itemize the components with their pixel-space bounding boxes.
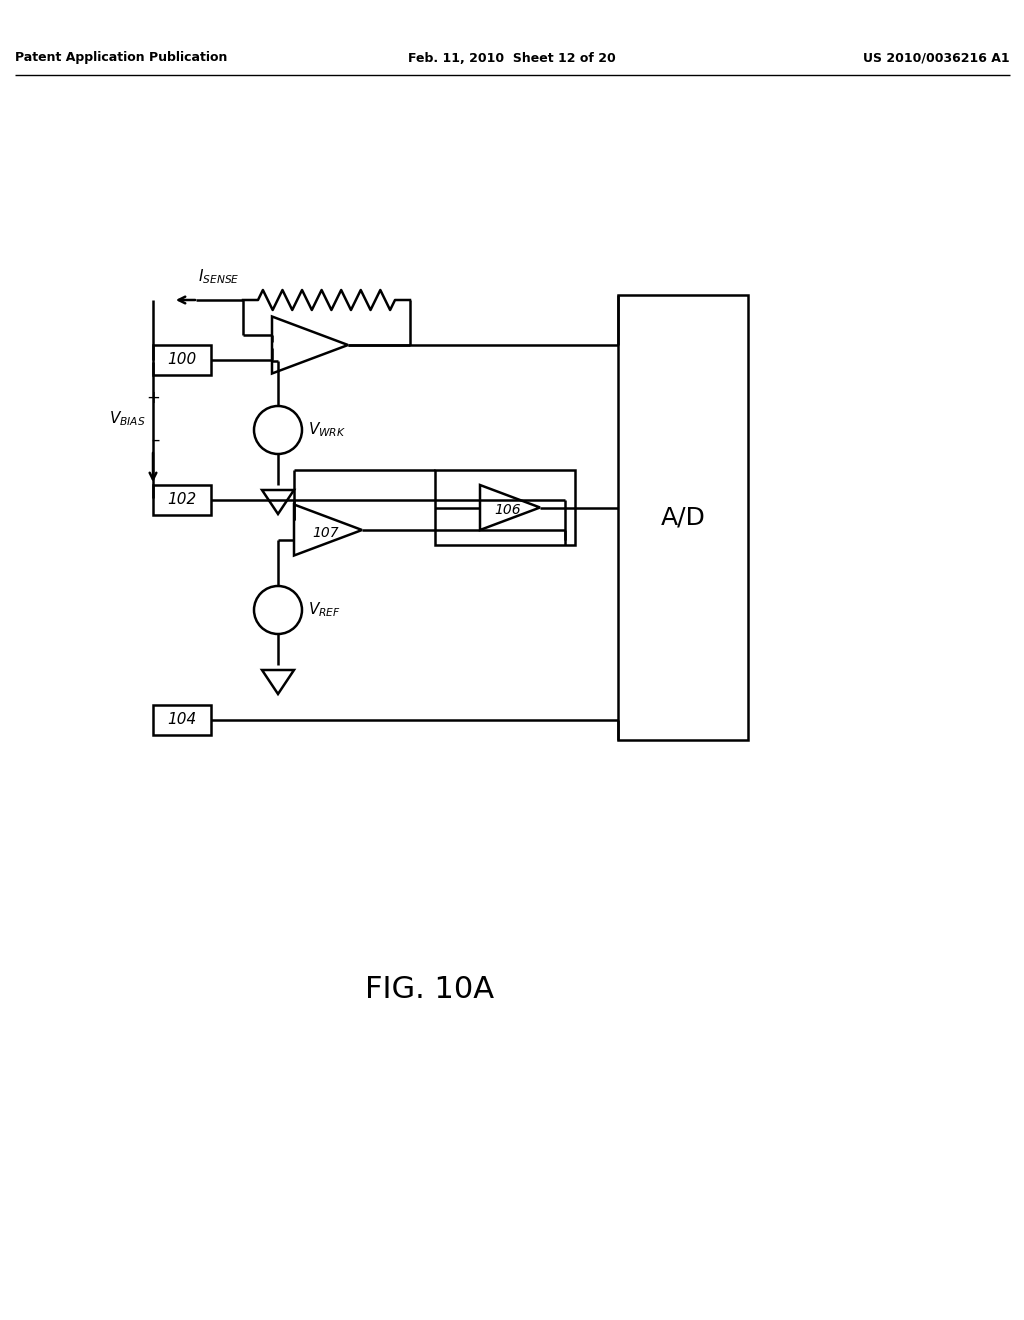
Text: +: + [146,389,160,407]
Text: –: – [152,432,160,449]
Text: Feb. 11, 2010  Sheet 12 of 20: Feb. 11, 2010 Sheet 12 of 20 [409,51,615,65]
Text: $I_{SENSE}$: $I_{SENSE}$ [198,267,240,286]
Text: 107: 107 [312,525,339,540]
Polygon shape [262,490,294,513]
Bar [153,705,211,735]
Text: 100: 100 [167,352,197,367]
Polygon shape [480,484,540,531]
Text: 106: 106 [495,503,521,517]
Text: A/D: A/D [660,506,706,529]
Bar [153,484,211,515]
Text: FIG. 10A: FIG. 10A [366,975,495,1005]
Text: US 2010/0036216 A1: US 2010/0036216 A1 [863,51,1010,65]
Text: 104: 104 [167,713,197,727]
Bar [153,345,211,375]
Circle shape [254,586,302,634]
Text: $V_{REF}$: $V_{REF}$ [308,601,341,619]
Text: Patent Application Publication: Patent Application Publication [15,51,227,65]
Text: $V_{WRK}$: $V_{WRK}$ [308,421,346,440]
Polygon shape [272,317,348,374]
Text: $V_{BIAS}$: $V_{BIAS}$ [110,409,146,429]
Bar [435,470,575,545]
Text: 102: 102 [167,492,197,507]
Polygon shape [294,504,362,556]
Polygon shape [262,671,294,694]
Circle shape [254,407,302,454]
Bar [618,294,748,741]
